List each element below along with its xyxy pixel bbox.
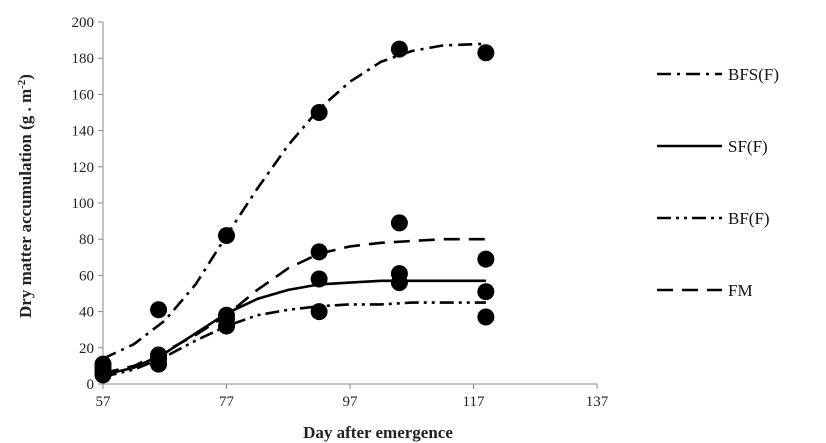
fit-lines [102,42,486,379]
data-point-bf-f [390,265,408,283]
y-axis-ticks: 0 20 40 60 80 100 120 140 160 180 200 [72,15,103,393]
x-axis-ticks: 57 77 97 117 137 [96,384,609,410]
y-tick-label: 200 [72,15,95,31]
data-point-bfs-f [477,44,495,62]
y-tick-label: 40 [79,305,94,321]
y-tick-label: 160 [72,87,95,103]
data-point-fm [218,310,235,328]
y-axis-title-main: Dry matter accumulation (g . m [16,89,35,318]
data-point-fm [310,243,328,261]
x-tick-label: 77 [219,394,235,410]
y-axis-title-superscript: -2 [16,79,28,89]
y-tick-label: 100 [72,196,95,212]
data-point-bfs-f [390,40,408,58]
data-point-bfs-f [150,301,168,319]
y-axis-title: Dry matter accumulation (g . m-2) [16,74,35,318]
data-point-bf-f [310,303,328,321]
data-point-sf-f [310,270,328,288]
data-point-bfs-f [310,104,328,121]
data-point-sf-f [477,283,495,301]
data-point-fm [390,214,408,232]
x-tick-label: 57 [96,394,112,410]
y-tick-label: 120 [72,160,95,176]
y-tick-label: 140 [72,124,95,140]
x-axis-title: Day after emergence [303,423,453,442]
x-tick-label: 137 [586,394,609,410]
legend-label-fm: FM [728,281,753,300]
fit-line-bf-f [102,301,486,379]
y-tick-label: 20 [79,341,94,357]
y-tick-label: 60 [79,268,94,284]
legend: BFS(F) SF(F) BF(F) FM [657,65,779,300]
y-tick-label: 80 [79,232,94,248]
data-point-bf-f [477,308,495,326]
x-tick-label: 97 [343,394,359,410]
y-tick-label: 0 [87,377,95,393]
legend-label-bf-f: BF(F) [728,209,770,228]
data-point-bfs-f [218,227,235,245]
data-markers [94,40,495,384]
x-tick-label: 117 [463,394,485,410]
legend-label-bfs-f: BFS(F) [728,65,779,84]
data-point-fm [477,250,495,268]
data-point-fm [150,346,168,364]
y-axis-title-suffix: ) [16,74,35,80]
fit-line-bfs-f [102,42,486,360]
y-tick-label: 180 [72,51,95,67]
data-point-fm [94,359,112,377]
legend-label-sf-f: SF(F) [728,137,768,156]
